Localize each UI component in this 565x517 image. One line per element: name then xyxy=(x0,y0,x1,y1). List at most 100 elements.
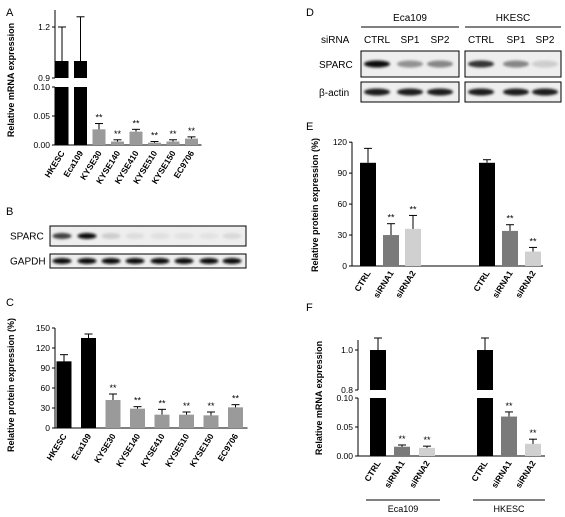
d-actin-band-1-2 xyxy=(532,88,558,96)
b-band-0-3 xyxy=(125,233,145,239)
d-sparc-band-1-0 xyxy=(468,60,494,68)
c-y-tick-label: 30 xyxy=(41,403,51,413)
a-bar-7 xyxy=(185,138,198,145)
b-band-1-4 xyxy=(150,258,170,264)
a-bar-lower-1 xyxy=(74,87,87,145)
c-y-tick-label: 0 xyxy=(45,423,50,433)
f-x-tick-label-5: siRNA2 xyxy=(513,459,538,490)
d-lane-label-0-2: SP2 xyxy=(431,35,450,46)
f-bar-upper-3 xyxy=(477,350,493,390)
e-significance-1: ** xyxy=(387,213,395,223)
f-x-tick-label-3: CTRL xyxy=(469,459,489,484)
f-bar-5 xyxy=(525,443,541,456)
d-sparc-band-1-1 xyxy=(503,60,529,68)
e-bar-2 xyxy=(405,228,421,266)
e-bar-4 xyxy=(502,230,518,266)
c-y-axis-label: Relative protein expression (%) xyxy=(6,318,16,452)
a-significance-7: ** xyxy=(188,126,196,136)
b-band-0-1 xyxy=(77,233,97,239)
d-lane-label-0-0: CTRL xyxy=(364,35,391,46)
e-y-tick-label: 30 xyxy=(338,230,348,240)
a-significance-6: ** xyxy=(169,129,177,139)
c-y-tick-label: 150 xyxy=(36,323,50,333)
b-band-1-1 xyxy=(77,258,97,264)
c-significance-3: ** xyxy=(134,396,142,406)
f-y-tick-label: 0.00 xyxy=(336,451,353,461)
d-actin-band-0-2 xyxy=(427,88,453,96)
e-x-tick-label-0: CTRL xyxy=(352,269,372,294)
a-y-tick-label: 0.10 xyxy=(33,82,50,92)
a-y-tick-label: 0.00 xyxy=(33,140,50,150)
f-x-tick-label-0: CTRL xyxy=(362,459,382,484)
f-y-tick-label: 1.0 xyxy=(341,345,353,355)
panel-letter-b: B xyxy=(6,206,13,218)
f-y-tick-label: 0.10 xyxy=(336,393,353,403)
d-row-label-actin: β-actin xyxy=(319,88,349,99)
b-band-0-2 xyxy=(101,233,121,239)
e-y-tick-label: 120 xyxy=(333,137,347,147)
c-bar-4 xyxy=(154,414,170,428)
a-bar-3 xyxy=(111,141,124,145)
f-x-tick-label-1: siRNA1 xyxy=(382,459,407,490)
f-y-tick-label: 0.8 xyxy=(341,385,353,395)
f-bar-lower-3 xyxy=(477,398,493,456)
b-band-1-0 xyxy=(52,258,72,264)
e-bar-3 xyxy=(479,162,495,266)
b-band-1-2 xyxy=(101,258,121,264)
c-x-tick-label-6: KYSE150 xyxy=(187,432,215,469)
d-group-label-1: HKESC xyxy=(496,13,530,24)
b-band-1-5 xyxy=(174,258,194,264)
d-sirna-label: siRNA xyxy=(321,35,350,46)
f-x-tick-label-2: siRNA2 xyxy=(407,459,432,490)
e-x-tick-label-5: siRNA2 xyxy=(513,269,538,300)
d-actin-band-1-1 xyxy=(503,88,529,96)
b-band-0-5 xyxy=(174,233,194,239)
d-actin-band-1-0 xyxy=(468,88,494,96)
a-bar-4 xyxy=(129,131,143,145)
f-bar-lower-0 xyxy=(370,398,386,456)
e-bar-1 xyxy=(383,235,399,266)
e-x-tick-label-2: siRNA2 xyxy=(393,269,418,300)
d-lane-label-1-1: SP1 xyxy=(507,35,526,46)
e-x-tick-label-1: siRNA1 xyxy=(371,269,396,300)
f-y-axis-label: Relative mRNA expression xyxy=(314,341,324,455)
d-sparc-band-0-2 xyxy=(427,60,453,68)
c-bar-1 xyxy=(81,338,96,428)
e-bar-0 xyxy=(360,162,376,266)
b-band-1-7 xyxy=(222,258,242,264)
b-band-1-6 xyxy=(199,258,219,264)
c-x-tick-label-7: EC9706 xyxy=(215,432,240,464)
d-lane-label-1-2: SP2 xyxy=(536,35,555,46)
c-bar-3 xyxy=(130,408,145,428)
c-bar-6 xyxy=(203,415,219,428)
e-x-tick-label-3: CTRL xyxy=(471,269,491,294)
f-bar-1 xyxy=(394,446,410,456)
panel-a-chart: 0.000.050.100.91.2******** ** **HKESCEca10… xyxy=(6,10,202,186)
a-bar-upper-1 xyxy=(74,61,87,78)
e-y-tick-label: 60 xyxy=(338,199,348,209)
e-y-tick-label: 0 xyxy=(342,261,347,271)
d-sparc-band-0-1 xyxy=(397,60,423,68)
b-band-0-0 xyxy=(52,233,72,239)
a-y-tick-label: 0.9 xyxy=(38,73,50,83)
f-y-tick-label: 0.05 xyxy=(336,422,353,432)
c-x-tick-label-2: KYSE30 xyxy=(92,432,118,465)
b-band-0-4 xyxy=(150,233,170,239)
d-sparc-band-1-2 xyxy=(532,60,558,68)
d-row-label-sparc: SPARC xyxy=(319,60,353,71)
c-y-tick-label: 90 xyxy=(41,363,51,373)
b-band-1-3 xyxy=(125,258,145,264)
f-significance-1: ** xyxy=(398,434,406,444)
a-significance-4: ** xyxy=(132,118,140,128)
c-bar-7 xyxy=(228,407,243,428)
e-y-tick-label: 90 xyxy=(338,168,348,178)
e-significance-4: ** xyxy=(506,214,514,224)
a-significance-3: ** xyxy=(114,129,122,139)
panel-letter-a: A xyxy=(6,7,14,19)
a-bar-2 xyxy=(92,129,106,145)
b-band-0-6 xyxy=(199,233,219,239)
c-y-tick-label: 120 xyxy=(36,343,50,353)
d-lane-label-1-0: CTRL xyxy=(468,35,495,46)
c-y-tick-label: 60 xyxy=(41,383,51,393)
